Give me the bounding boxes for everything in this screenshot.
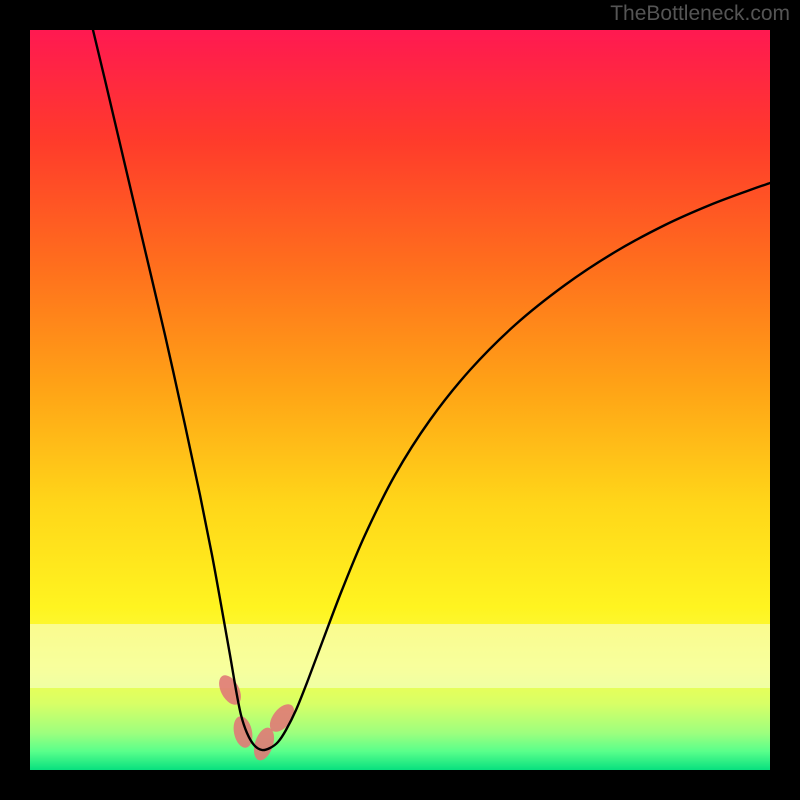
highlight-band <box>30 624 770 688</box>
figure-canvas: TheBottleneck.com <box>0 0 800 800</box>
bottleneck-chart <box>0 0 800 800</box>
plot-area <box>30 30 770 770</box>
